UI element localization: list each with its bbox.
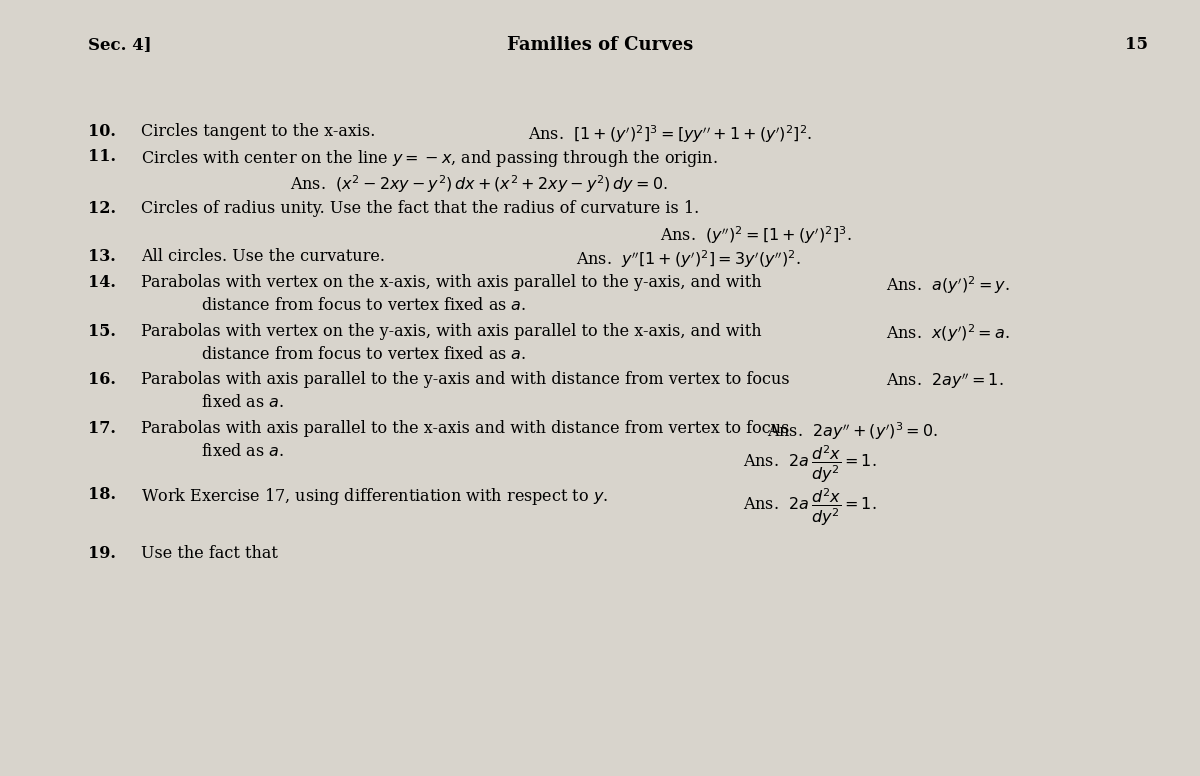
Text: Ans.  $[1 + (y')^2]^3 = [yy'' + 1 + (y')^2]^2$.: Ans. $[1 + (y')^2]^3 = [yy'' + 1 + (y')^… xyxy=(528,123,814,145)
Text: Use the fact that: Use the fact that xyxy=(142,546,278,563)
Text: fixed as $a$.: fixed as $a$. xyxy=(200,394,284,411)
Text: 14.: 14. xyxy=(88,275,115,291)
Text: Ans.  $(y'')^2 = [1 + (y')^2]^3$.: Ans. $(y'')^2 = [1 + (y')^2]^3$. xyxy=(660,224,851,246)
Text: Parabolas with vertex on the y-axis, with axis parallel to the x-axis, and with: Parabolas with vertex on the y-axis, wit… xyxy=(142,323,762,340)
Text: Work Exercise 17, using differentiation with respect to $y$.: Work Exercise 17, using differentiation … xyxy=(142,487,608,508)
Text: Sec. 4]: Sec. 4] xyxy=(88,36,151,54)
Text: fixed as $a$.: fixed as $a$. xyxy=(200,443,284,460)
Text: Circles with center on the line $y = -x$, and passing through the origin.: Circles with center on the line $y = -x$… xyxy=(142,148,718,169)
Text: 19.: 19. xyxy=(88,546,115,563)
Text: 10.: 10. xyxy=(88,123,115,140)
Text: 16.: 16. xyxy=(88,371,115,388)
Text: Parabolas with axis parallel to the y-axis and with distance from vertex to focu: Parabolas with axis parallel to the y-ax… xyxy=(142,371,790,388)
Text: 12.: 12. xyxy=(88,200,115,217)
Text: Parabolas with axis parallel to the x-axis and with distance from vertex to focu: Parabolas with axis parallel to the x-ax… xyxy=(142,421,790,437)
Text: distance from focus to vertex fixed as $a$.: distance from focus to vertex fixed as $… xyxy=(200,297,526,314)
Text: Circles of radius unity. Use the fact that the radius of curvature is 1.: Circles of radius unity. Use the fact th… xyxy=(142,200,700,217)
Text: 15: 15 xyxy=(1126,36,1148,54)
Text: All circles. Use the curvature.: All circles. Use the curvature. xyxy=(142,248,385,265)
Text: 15.: 15. xyxy=(88,323,115,340)
Text: distance from focus to vertex fixed as $a$.: distance from focus to vertex fixed as $… xyxy=(200,346,526,362)
Text: Ans.  $2ay'' = 1$.: Ans. $2ay'' = 1$. xyxy=(886,371,1003,391)
Text: Ans.  $y''[1 + (y')^2] = 3y'(y'')^2$.: Ans. $y''[1 + (y')^2] = 3y'(y'')^2$. xyxy=(576,248,800,270)
Text: 13.: 13. xyxy=(88,248,115,265)
Text: Parabolas with vertex on the x-axis, with axis parallel to the y-axis, and with: Parabolas with vertex on the x-axis, wit… xyxy=(142,275,762,291)
Text: 17.: 17. xyxy=(88,421,115,437)
Text: Ans.  $2a\,\dfrac{d^2x}{dy^2} = 1$.: Ans. $2a\,\dfrac{d^2x}{dy^2} = 1$. xyxy=(743,443,877,485)
Text: Circles tangent to the x-axis.: Circles tangent to the x-axis. xyxy=(142,123,376,140)
Text: 18.: 18. xyxy=(88,487,115,504)
Text: Ans.  $a(y')^2 = y$.: Ans. $a(y')^2 = y$. xyxy=(886,275,1010,296)
Text: Ans.  $(x^2 - 2xy - y^2)\,dx + (x^2 + 2xy - y^2)\,dy = 0.$: Ans. $(x^2 - 2xy - y^2)\,dx + (x^2 + 2xy… xyxy=(290,173,667,195)
Text: 11.: 11. xyxy=(88,148,115,165)
Text: Ans.  $2ay'' + (y')^3 = 0$.: Ans. $2ay'' + (y')^3 = 0$. xyxy=(767,421,938,442)
Text: Families of Curves: Families of Curves xyxy=(506,36,694,54)
Text: Ans.  $2a\,\dfrac{d^2x}{dy^2} = 1$.: Ans. $2a\,\dfrac{d^2x}{dy^2} = 1$. xyxy=(743,487,877,528)
Text: Ans.  $x(y')^2 = a$.: Ans. $x(y')^2 = a$. xyxy=(886,323,1010,345)
